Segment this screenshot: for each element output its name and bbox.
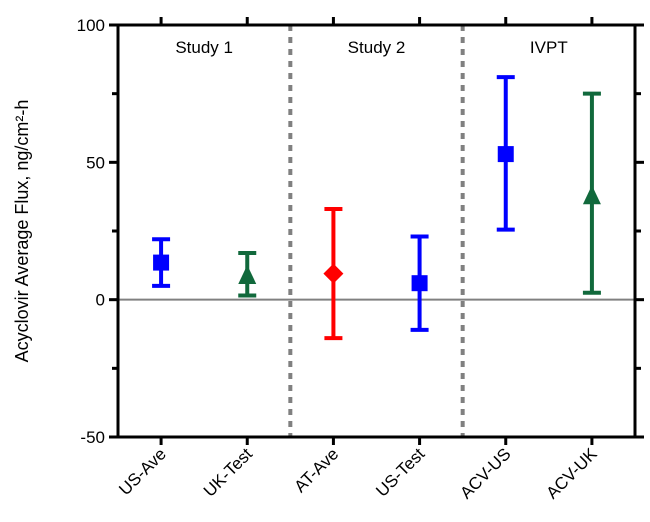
data-points xyxy=(152,75,601,341)
group-label: IVPT xyxy=(530,38,568,57)
data-point-acv-uk xyxy=(582,91,601,295)
y-axis-label: Acyclovir Average Flux, ng/cm²-h xyxy=(12,100,32,363)
x-category-label: ACV-UK xyxy=(543,444,602,503)
marker-square xyxy=(153,254,170,271)
x-category-label: US-Ave xyxy=(115,444,170,499)
data-point-acv-us xyxy=(496,75,515,232)
data-point-us-test xyxy=(410,234,429,332)
y-tick-label: 100 xyxy=(77,16,105,35)
y-tick-labels: -50 0 50 100 xyxy=(77,16,105,447)
marker-triangle xyxy=(582,185,601,205)
plot-frame xyxy=(116,23,637,439)
x-category-label: ACV-US xyxy=(456,444,514,502)
y-tick-label: 0 xyxy=(96,291,105,310)
y-tick-label: 50 xyxy=(86,153,105,172)
group-labels: Study 1 Study 2 IVPT xyxy=(175,38,567,57)
marker-triangle xyxy=(238,264,257,284)
group-label: Study 1 xyxy=(175,38,233,57)
group-label: Study 2 xyxy=(348,38,406,57)
marker-square xyxy=(497,146,514,163)
marker-diamond xyxy=(323,263,344,284)
group-dividers xyxy=(288,25,465,437)
y-tick-label: -50 xyxy=(80,428,105,447)
x-category-label: AT-Ave xyxy=(291,444,343,496)
x-category-label: UK-Test xyxy=(200,444,256,500)
data-point-at-ave xyxy=(323,207,344,341)
x-category-label: US-Test xyxy=(372,444,428,500)
data-point-uk-test xyxy=(238,250,257,298)
axis-ticks xyxy=(109,17,644,445)
x-category-labels: US-Ave UK-Test AT-Ave US-Test ACV-US ACV-UK xyxy=(115,444,601,503)
marker-square xyxy=(411,275,428,292)
data-point-us-ave xyxy=(152,237,171,288)
